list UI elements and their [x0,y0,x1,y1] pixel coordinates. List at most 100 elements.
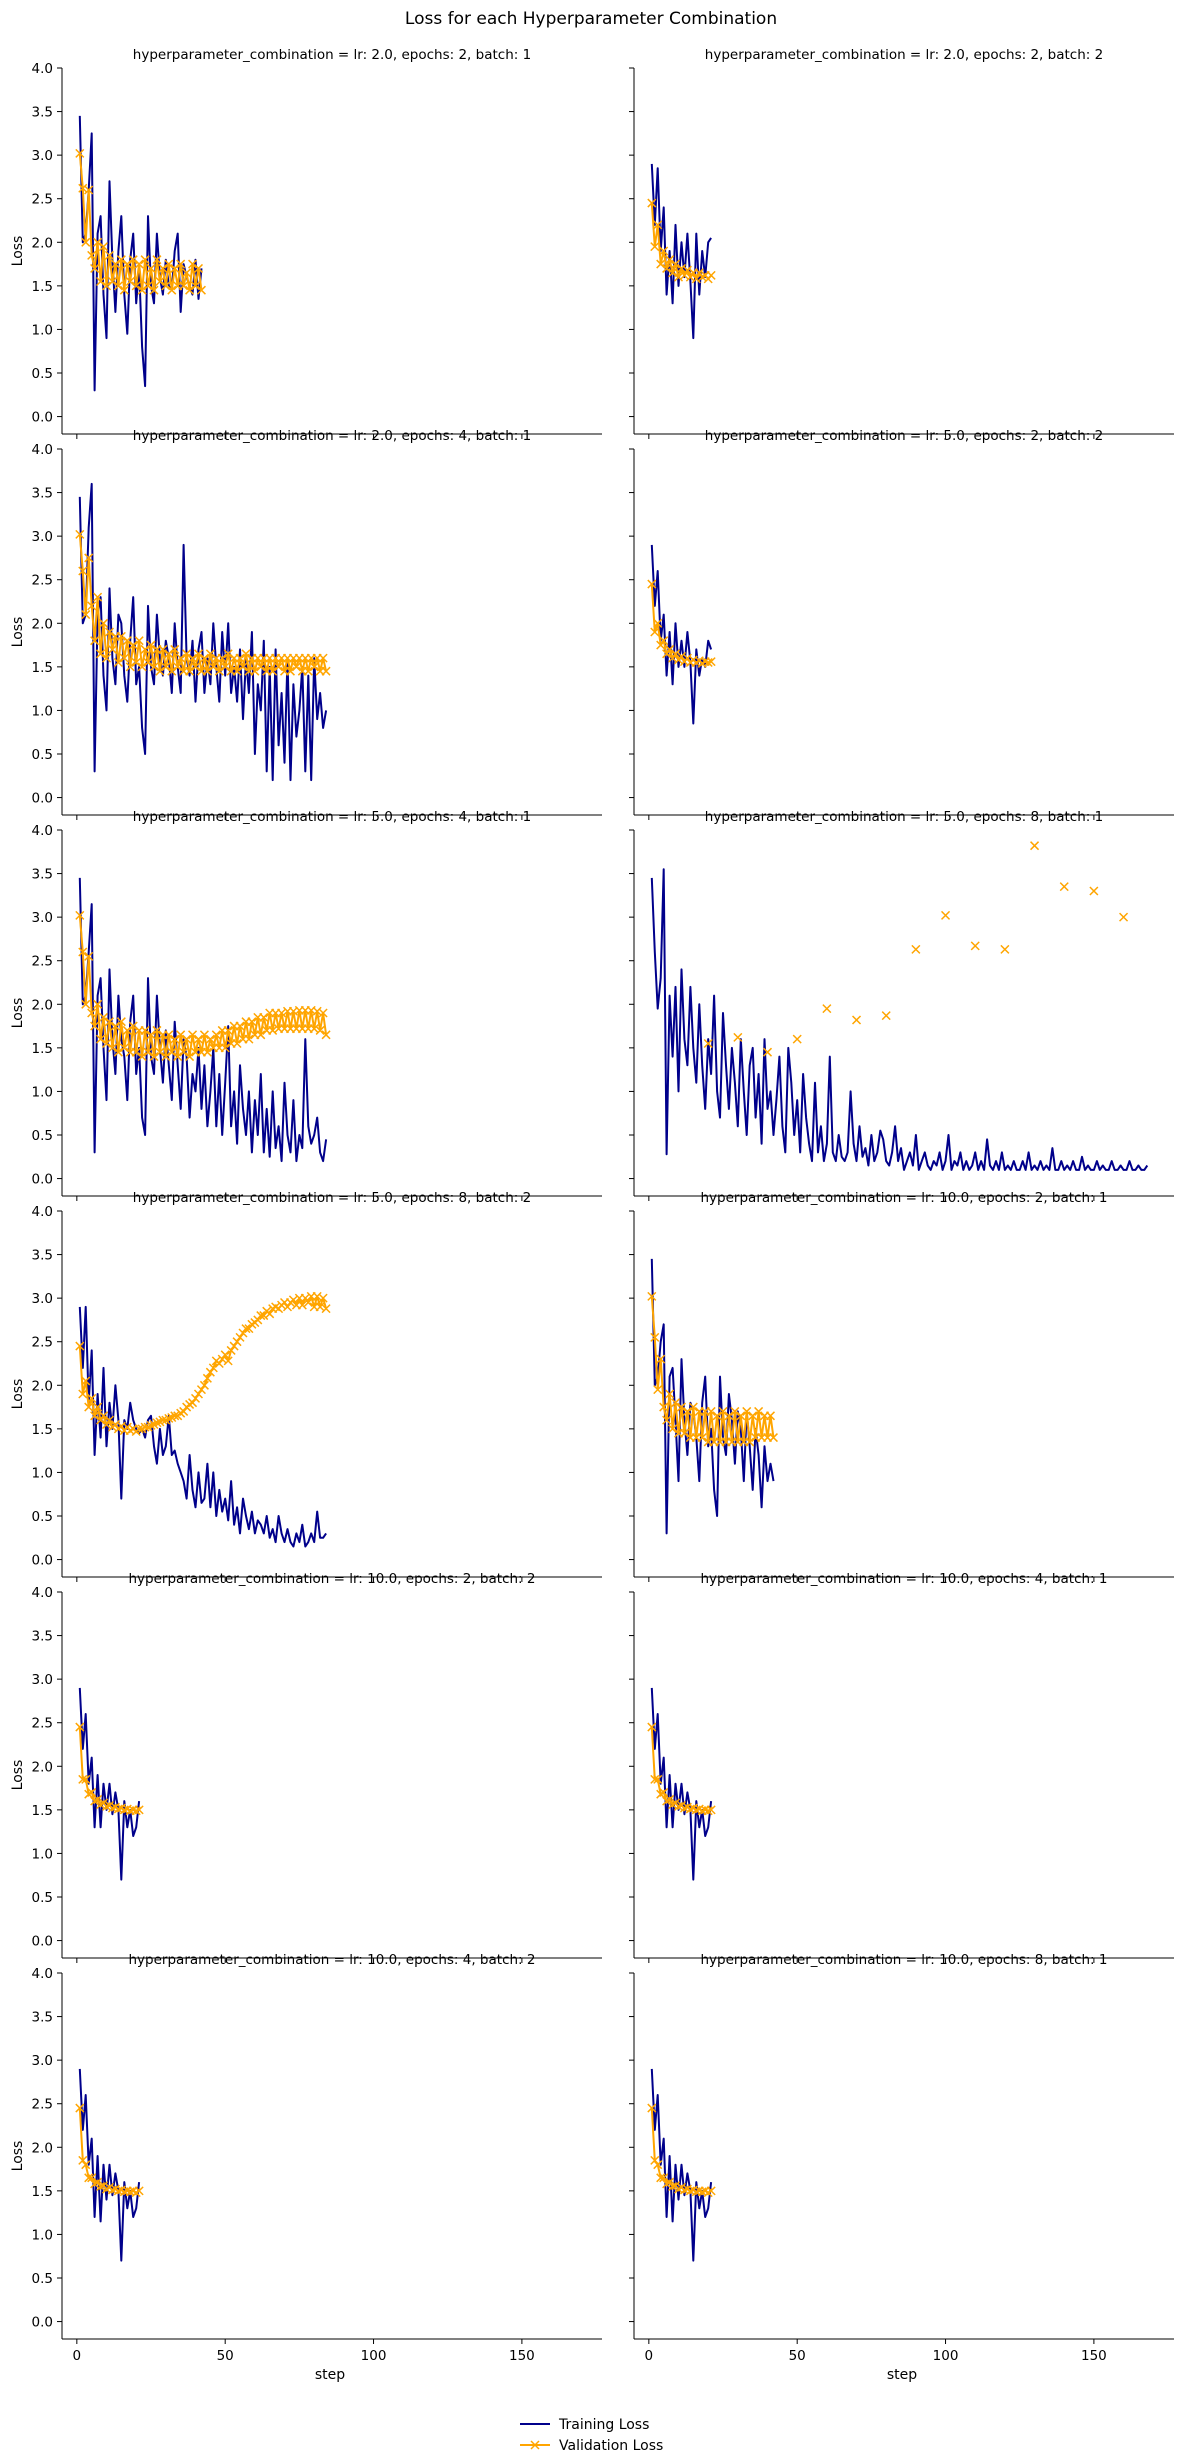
validation-loss-point [217,653,227,663]
validation-loss-point [93,592,103,602]
x-axis-label-left: step [315,2367,345,2383]
y-tick-label: 1.0 [32,2227,53,2243]
validation-loss-point [647,579,657,589]
validation-loss-point [762,1047,773,1057]
validation-loss-point [235,653,245,663]
validation-loss-point [134,636,144,646]
validation-loss-point [682,265,692,275]
validation-loss-point [250,666,260,676]
validation-loss-point [137,662,147,672]
validation-loss-point [170,263,180,273]
validation-loss-point [256,1311,266,1321]
validation-loss-point [176,1030,186,1040]
validation-loss-point [665,1794,675,1804]
validation-loss-point [185,666,195,676]
validation-loss-point [78,2155,88,2165]
validation-loss-point [208,1363,218,1373]
validation-loss-point [170,644,180,654]
validation-loss-point [232,1337,242,1347]
y-tick-label: 1.0 [32,1084,53,1100]
validation-loss-point [113,657,123,668]
validation-loss-point [161,1052,171,1062]
validation-loss-point [241,1324,251,1334]
validation-loss-point [143,281,153,291]
validation-loss-point [87,250,97,260]
y-tick-label: 1.0 [32,703,53,719]
validation-loss-point [647,2103,657,2113]
validation-loss-point [99,242,109,252]
x-tick-label: 100 [933,2348,959,2364]
validation-loss-point [137,285,147,295]
validation-loss-point [182,268,192,278]
validation-loss-point [291,662,301,672]
validation-loss-point [671,259,681,269]
validation-loss-point [665,1389,675,1399]
validation-loss-point [170,1034,180,1044]
validation-loss-point [149,285,159,295]
validation-loss-point [647,198,657,208]
validation-loss-point [199,1380,209,1390]
validation-loss-point [647,1722,657,1732]
validation-loss-point [128,255,138,265]
validation-loss-point [653,1774,663,1784]
y-tick-label: 3.5 [32,2010,53,2026]
validation-loss-point [81,1376,91,1386]
validation-loss-point [176,653,186,663]
facet-title: hyperparameter_combination = lr: 5.0, ep… [133,1190,531,1206]
validation-loss-point [96,649,106,659]
y-tick-label: 3.0 [32,148,53,164]
validation-loss-point [185,285,195,295]
y-tick-label: 1.0 [32,1846,53,1862]
validation-loss-point [90,1021,100,1031]
validation-loss-point [84,951,94,961]
validation-loss-point [96,1034,106,1044]
validation-loss-point [107,644,117,654]
validation-loss-point [205,1034,215,1044]
validation-loss-point [78,1389,88,1399]
validation-loss-point [78,947,88,957]
y-axis-label: Loss [10,617,26,648]
validation-loss-point [75,1341,85,1351]
validation-loss-point [110,1021,120,1031]
validation-loss-point [668,653,678,663]
validation-loss-point [90,1411,100,1421]
x-axis-label-right: step [887,2367,917,2383]
validation-loss-point [274,662,284,672]
y-tick-label: 0.5 [32,366,53,382]
validation-loss-point [235,1021,245,1031]
y-tick-label: 4.0 [32,1585,53,1601]
validation-loss-point [1000,944,1010,954]
validation-loss-point [765,1411,776,1421]
validation-loss-point [312,1006,322,1016]
validation-loss-point [706,1805,716,1815]
validation-loss-point [75,910,85,920]
validation-loss-point [190,281,201,291]
validation-loss-point [703,1806,713,1816]
validation-loss-point [673,1801,684,1811]
validation-loss-point [748,1411,758,1421]
validation-loss-point [134,259,144,269]
validation-loss-point [158,644,168,654]
validation-loss-point [656,640,666,650]
validation-loss-point [671,1398,681,1408]
validation-loss-point [93,1794,103,1804]
validation-loss-point [113,281,123,291]
validation-loss-point [288,1295,298,1305]
facet-panel: hyperparameter_combination = lr: 10.0, e… [629,1952,1174,2364]
validation-loss-point [647,1291,657,1301]
validation-loss-point [173,662,183,672]
facet-title: hyperparameter_combination = lr: 10.0, e… [701,1952,1108,1968]
validation-loss-point [125,276,135,287]
validation-loss-point [318,1293,328,1303]
validation-loss-point [653,2160,663,2170]
facet-title: hyperparameter_combination = lr: 2.0, ep… [133,428,531,444]
validation-loss-point [196,285,206,295]
validation-loss-point [99,1411,109,1421]
validation-loss-point [93,2177,103,2187]
y-axis-label: Loss [10,998,26,1029]
validation-loss-point [223,1025,233,1035]
y-tick-label: 4.0 [32,1966,53,1982]
validation-loss-point [650,1774,660,1784]
y-tick-label: 3.5 [32,105,53,121]
validation-loss-point [158,263,168,273]
